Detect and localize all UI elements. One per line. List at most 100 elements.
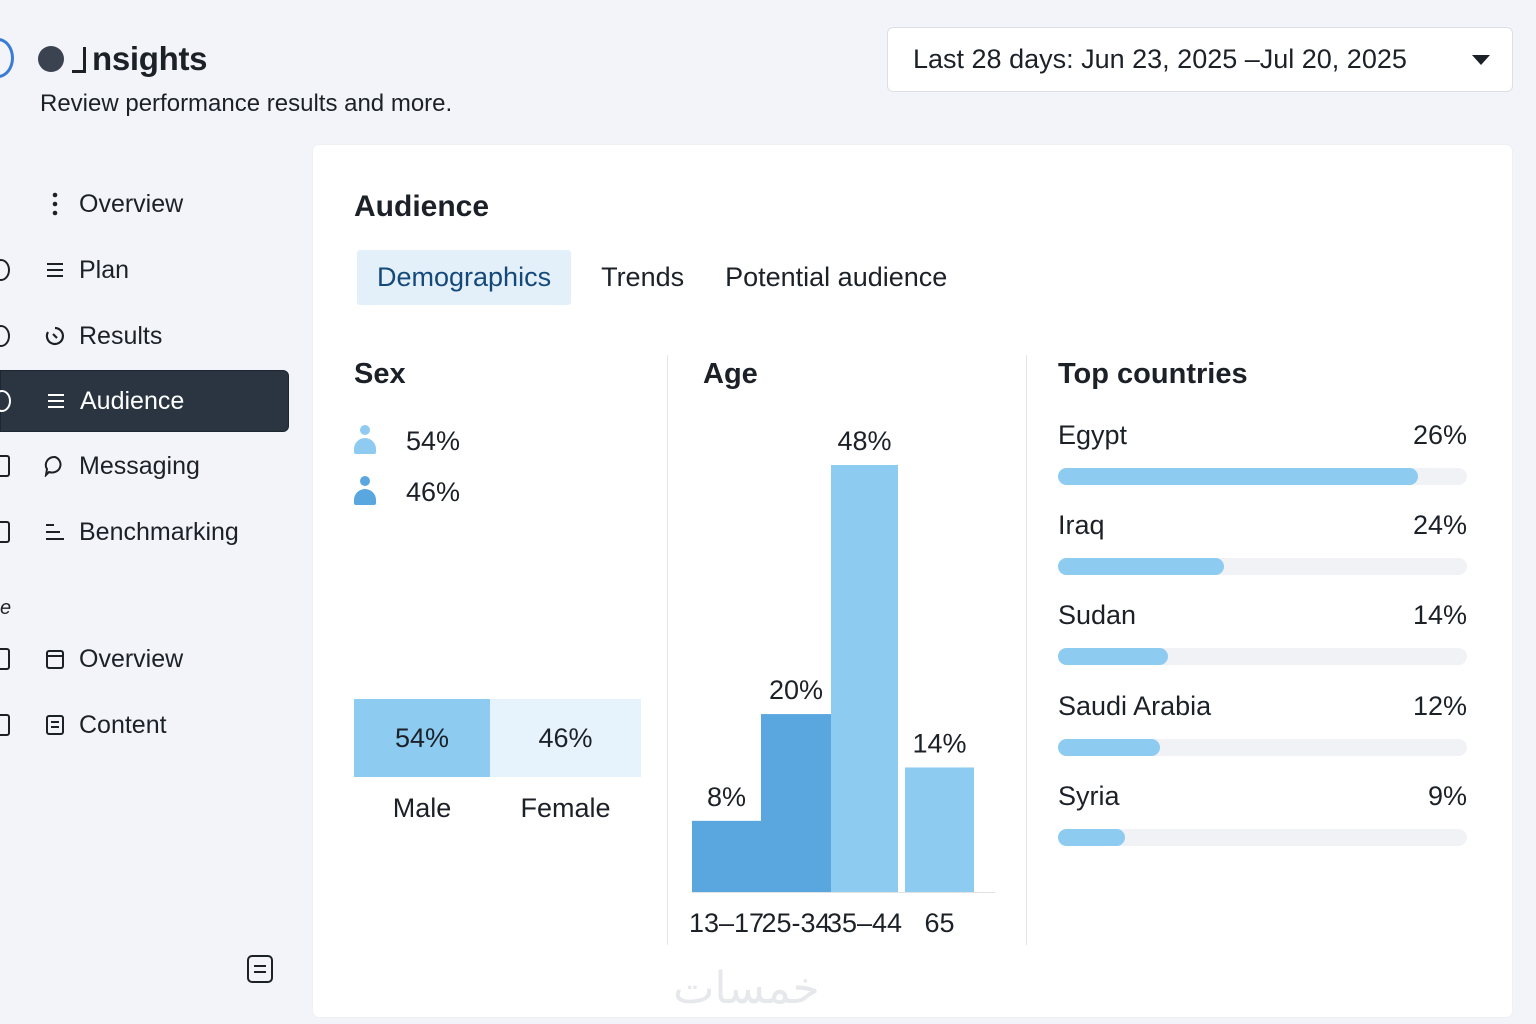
refresh-icon [42,325,68,347]
age-value-label: 48% [837,426,891,456]
watermark: خمسات [673,963,820,1014]
sidebar: Overview Plan Results Audience Messaging [0,170,300,1020]
age-tick-label: 13–17 [689,908,764,938]
age-bar [831,465,898,892]
country-bar-fill [1058,739,1161,756]
edge-square-icon [0,521,10,543]
age-tick-label: 65 [924,908,954,938]
sidebar-item-label: Plan [79,255,130,284]
sidebar-item-audience[interactable]: Audience [0,370,289,432]
sidebar-item-overview-2[interactable]: Overview [0,628,289,690]
page-subtitle: Review performance results and more. [40,90,453,117]
age-bar-chart: 8% 13–17 20% 25-34 48% 35–44 14% 65 [689,426,995,938]
male-segment-pct: 54% [394,722,450,753]
country-pct: 9% [1427,781,1467,811]
age-value-label: 20% [769,675,823,705]
sex-split-bar: 54% 46% [354,699,641,777]
document-icon [42,714,68,736]
age-bar [692,820,761,892]
date-range-label: Last 28 days: Jun 23, 2025 –Jul 20, 2025 [913,44,1407,74]
tab-potential-audience[interactable]: Potential audience [725,262,948,292]
country-bar-track [1058,558,1467,575]
country-name: Syria [1058,781,1120,811]
sidebar-item-content[interactable]: Content [0,694,289,756]
sidebar-item-label: Messaging [79,451,200,480]
edge-square-icon [0,648,10,670]
tab-trends[interactable]: Trends [601,262,685,292]
chat-bubble-icon [42,455,68,477]
age-bar [905,767,974,892]
more-vertical-icon [42,191,68,217]
tab-demographics[interactable]: Demographics [357,250,572,305]
logo-ring-icon [0,38,14,78]
age-value-label: 14% [912,728,966,758]
sidebar-item-label: Content [79,710,167,739]
section-label: e [0,597,12,619]
age-tick-label: 25-34 [761,908,830,938]
country-pct: 26% [1412,420,1467,450]
female-legend: 46% [354,476,460,508]
column-divider [667,355,668,945]
country-name: Egypt [1058,420,1128,450]
countries-title: Top countries [1058,358,1248,390]
country-bar-track [1058,739,1467,756]
age-title: Age [703,358,758,390]
page-title-text: nsights [92,40,208,77]
edge-circle-icon [0,390,11,412]
male-label: Male [392,793,452,823]
logo-dot-icon [38,46,64,72]
audience-card: Audience Demographics Trends Potential a… [313,145,1512,1017]
card-title: Audience [354,190,490,223]
country-name: Saudi Arabia [1058,691,1212,721]
country-bar-track [1058,468,1467,485]
male-segment: 54% [354,699,490,777]
list-icon [43,392,69,410]
country-pct: 12% [1412,691,1467,721]
page-title: nsights [38,40,208,78]
person-icon [354,476,376,508]
sidebar-item-results[interactable]: Results [0,305,289,367]
sidebar-item-messaging[interactable]: Messaging [0,435,289,497]
country-pct: 24% [1412,510,1467,540]
edge-square-icon [0,455,10,477]
country-bar-fill [1058,829,1126,846]
country-name: Sudan [1058,600,1137,630]
notes-icon[interactable] [247,955,273,983]
date-range-dropdown[interactable]: Last 28 days: Jun 23, 2025 –Jul 20, 2025 [887,27,1513,92]
female-segment-pct: 46% [538,722,593,753]
tab-bar: Demographics Trends Potential audience [357,250,947,305]
country-bar-fill [1058,558,1224,575]
bars-icon [42,522,68,542]
female-label: Female [520,793,611,823]
country-bar-track [1058,829,1467,846]
male-legend: 54% [354,425,460,457]
column-divider [1026,355,1027,945]
logo-bar-icon [72,47,86,73]
edge-square-icon [0,714,10,736]
chevron-down-icon [1472,54,1490,65]
sidebar-item-overview[interactable]: Overview [0,173,289,235]
sidebar-item-label: Audience [80,386,185,415]
female-legend-pct: 46% [406,476,461,507]
female-segment: 46% [490,699,641,777]
age-bar [761,714,831,892]
country-name: Iraq [1058,510,1105,540]
country-bar-fill [1058,468,1418,485]
sidebar-item-label: Overview [79,644,184,673]
country-bar-fill [1058,648,1169,665]
edge-circle-icon [0,325,10,347]
age-tick-label: 35–44 [827,908,902,938]
calendar-icon [42,648,68,670]
sidebar-item-label: Overview [79,189,184,218]
sidebar-item-label: Results [79,321,163,350]
age-value-label: 8% [707,782,746,812]
sidebar-item-label: Benchmarking [79,517,239,546]
list-icon [42,261,68,279]
edge-circle-icon [0,259,10,281]
country-pct: 14% [1412,600,1467,630]
sex-title: Sex [354,358,406,390]
sidebar-item-benchmarking[interactable]: Benchmarking [0,501,289,563]
sidebar-item-plan[interactable]: Plan [0,239,289,301]
person-icon [354,425,376,457]
male-legend-pct: 54% [406,425,461,456]
